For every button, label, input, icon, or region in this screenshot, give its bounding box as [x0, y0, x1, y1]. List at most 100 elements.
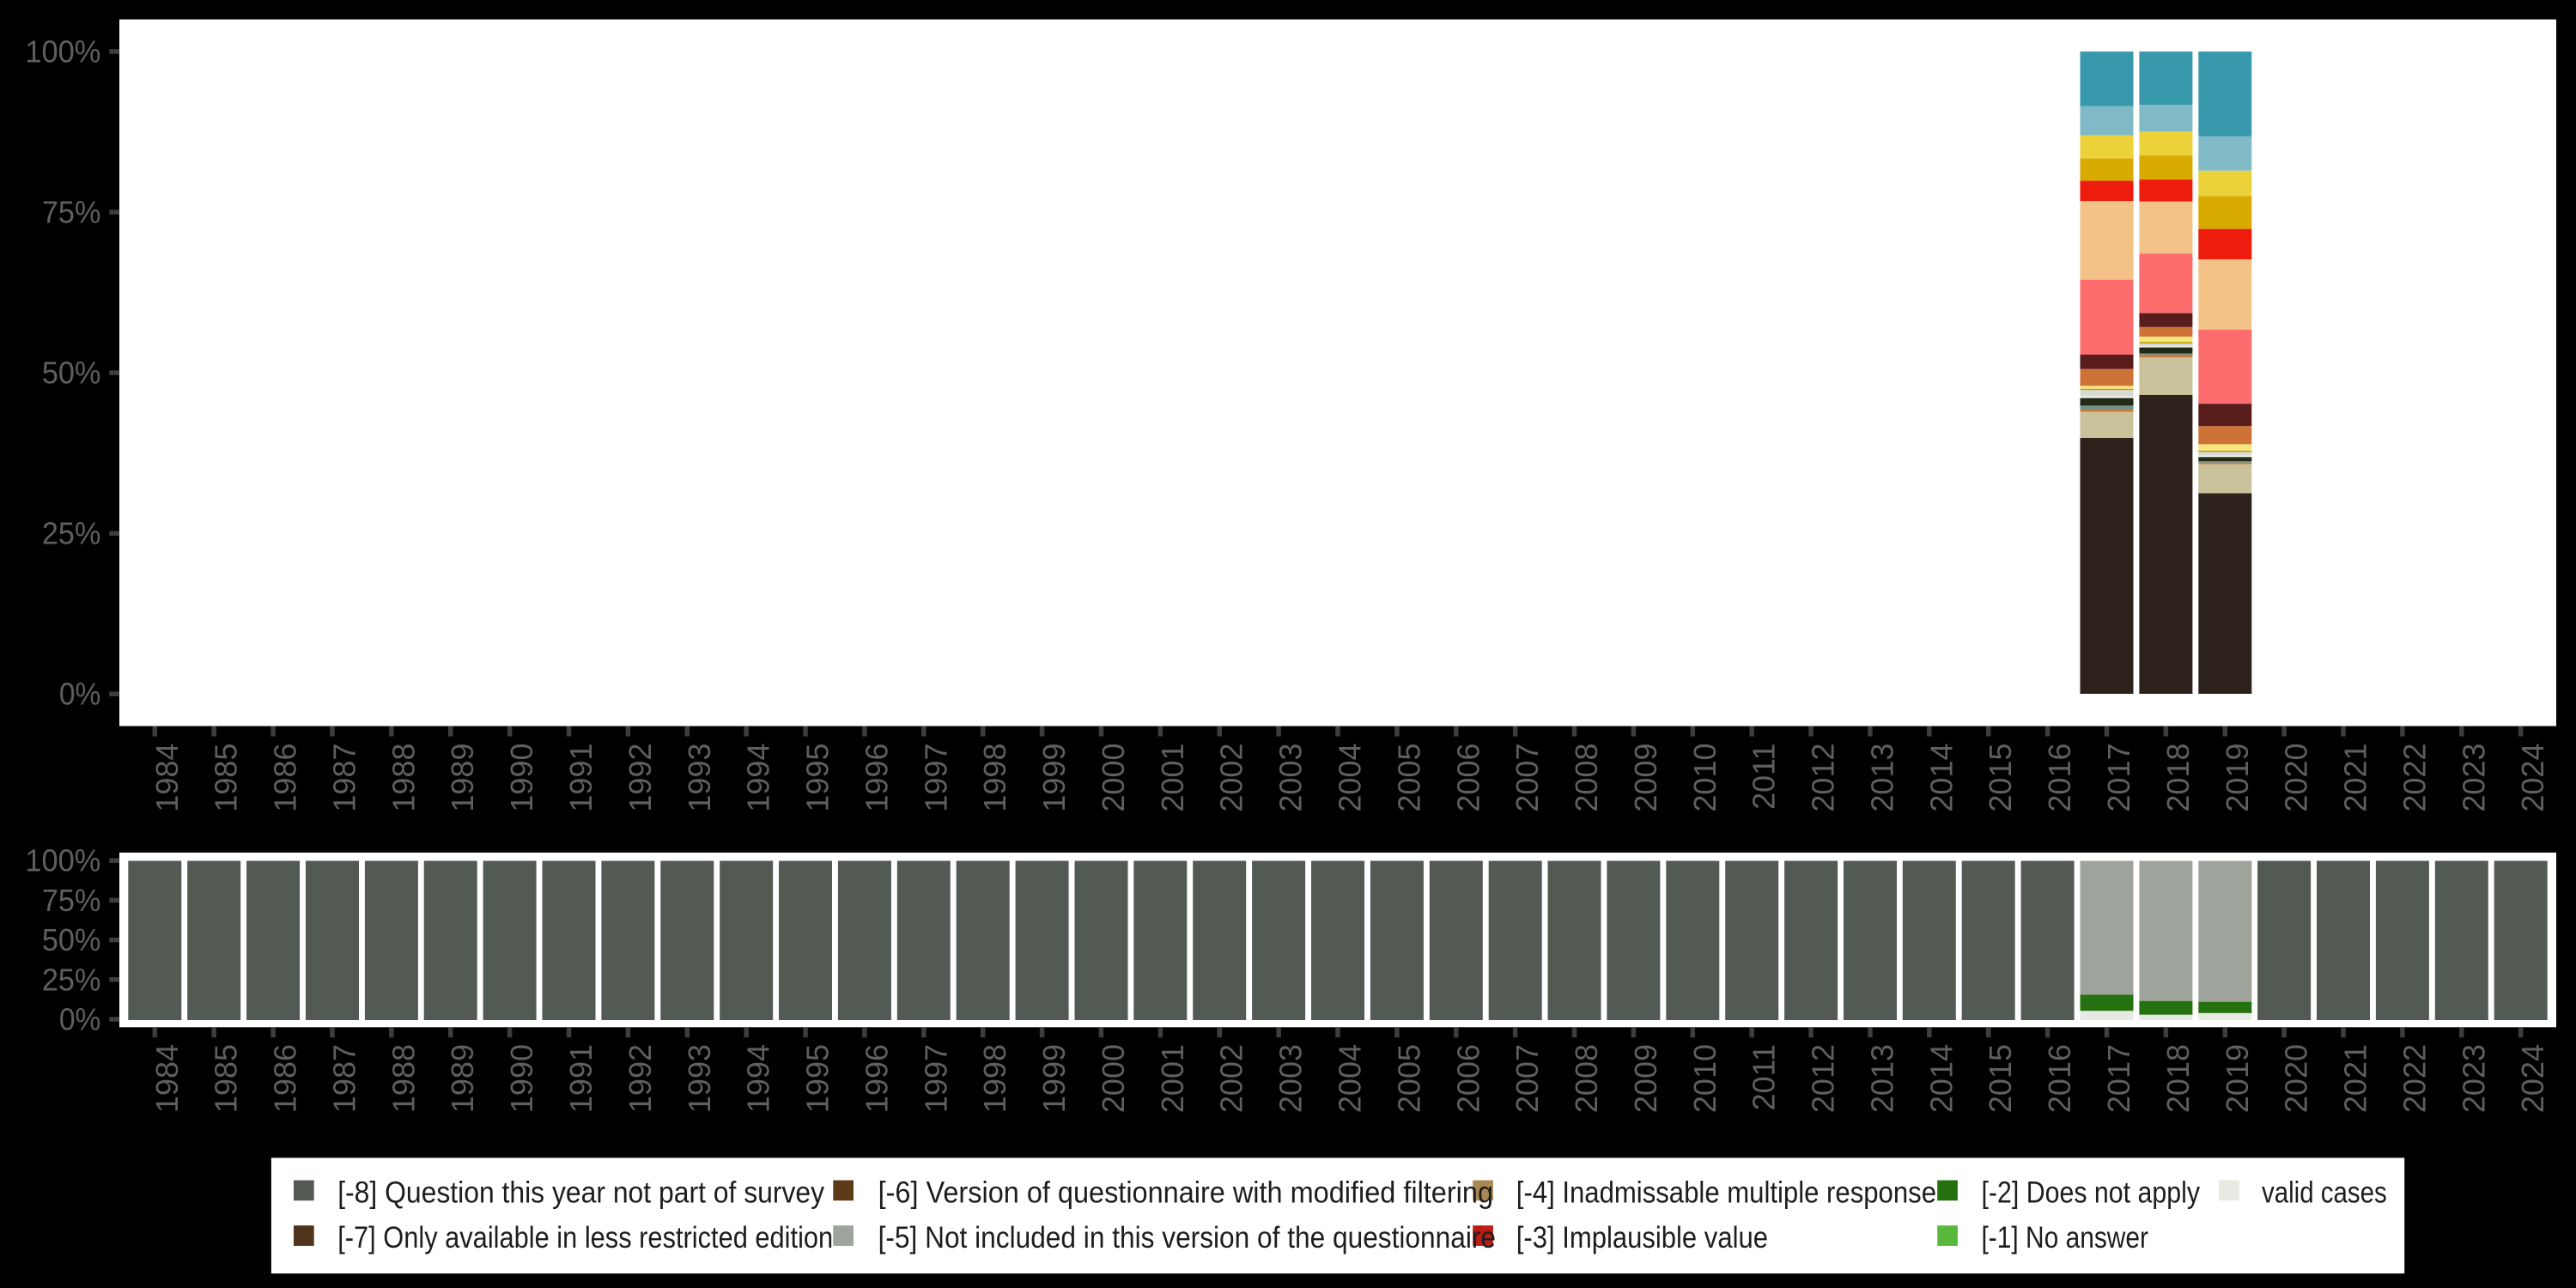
svg-text:2008: 2008: [1569, 1044, 1604, 1113]
svg-text:1984: 1984: [149, 1044, 185, 1113]
svg-text:100%: 100%: [25, 843, 100, 878]
svg-text:1998: 1998: [977, 744, 1012, 812]
svg-text:2016: 2016: [2042, 744, 2077, 812]
svg-text:2012: 2012: [1806, 744, 1841, 812]
svg-text:1988: 1988: [386, 1044, 421, 1113]
svg-text:1991: 1991: [563, 1044, 598, 1113]
svg-text:[-1] No answer: [-1] No answer: [1982, 1221, 2149, 1255]
svg-text:1986: 1986: [268, 744, 303, 812]
svg-text:100%: 100%: [25, 34, 100, 70]
svg-text:1987: 1987: [327, 1044, 362, 1113]
svg-text:1988: 1988: [386, 744, 421, 812]
svg-text:1986: 1986: [268, 1044, 303, 1113]
svg-text:2015: 2015: [1983, 744, 2018, 812]
svg-text:2006: 2006: [1450, 744, 1485, 812]
svg-text:2004: 2004: [1333, 744, 1368, 812]
svg-text:1997: 1997: [918, 744, 953, 812]
svg-text:2019: 2019: [2220, 1044, 2255, 1113]
svg-text:[-6] Version of questionnaire: [-6] Version of questionnaire with modif…: [878, 1176, 1493, 1210]
svg-text:1999: 1999: [1036, 1044, 1072, 1113]
svg-text:0%: 0%: [59, 677, 101, 712]
svg-text:75%: 75%: [42, 195, 101, 230]
svg-text:1996: 1996: [859, 1044, 894, 1113]
svg-text:valid cases: valid cases: [2262, 1176, 2387, 1210]
svg-text:2018: 2018: [2160, 744, 2196, 812]
svg-text:0%: 0%: [59, 1002, 101, 1037]
svg-text:2022: 2022: [2397, 744, 2432, 812]
svg-text:1989: 1989: [445, 744, 480, 812]
svg-text:[-3] Implausible value: [-3] Implausible value: [1516, 1221, 1768, 1255]
svg-text:2015: 2015: [1983, 1044, 2018, 1113]
svg-text:2017: 2017: [2101, 744, 2136, 812]
svg-text:2002: 2002: [1214, 744, 1249, 812]
svg-text:2003: 2003: [1273, 744, 1309, 812]
svg-text:25%: 25%: [42, 516, 101, 551]
svg-text:1985: 1985: [209, 1044, 244, 1113]
svg-text:2014: 2014: [1923, 1044, 1959, 1113]
svg-text:1984: 1984: [149, 744, 185, 812]
svg-text:2006: 2006: [1450, 1044, 1485, 1113]
svg-text:2005: 2005: [1391, 1044, 1426, 1113]
svg-text:1987: 1987: [327, 744, 362, 812]
svg-text:2013: 2013: [1865, 1044, 1900, 1113]
svg-text:25%: 25%: [42, 962, 101, 997]
svg-text:2010: 2010: [1687, 744, 1722, 812]
svg-text:1999: 1999: [1036, 744, 1072, 812]
svg-text:1997: 1997: [918, 1044, 953, 1113]
svg-text:2021: 2021: [2338, 744, 2373, 812]
svg-text:1995: 1995: [800, 744, 835, 812]
svg-text:2013: 2013: [1865, 744, 1900, 812]
svg-text:[-7] Only available in less re: [-7] Only available in less restricted e…: [337, 1221, 833, 1255]
svg-text:50%: 50%: [42, 922, 101, 957]
svg-text:1990: 1990: [504, 744, 539, 812]
svg-text:1993: 1993: [682, 744, 717, 812]
svg-text:2001: 2001: [1155, 744, 1190, 812]
svg-text:1998: 1998: [977, 1044, 1012, 1113]
svg-text:2020: 2020: [2279, 744, 2314, 812]
svg-text:1993: 1993: [682, 1044, 717, 1113]
svg-text:2023: 2023: [2456, 744, 2491, 812]
svg-text:1990: 1990: [504, 1044, 539, 1113]
svg-text:1995: 1995: [800, 1044, 835, 1113]
svg-text:1992: 1992: [623, 744, 658, 812]
svg-text:2009: 2009: [1628, 744, 1663, 812]
svg-text:2011: 2011: [1747, 744, 1782, 810]
svg-text:2007: 2007: [1510, 1044, 1545, 1113]
svg-text:2007: 2007: [1510, 744, 1545, 812]
svg-text:2018: 2018: [2160, 1044, 2196, 1113]
svg-text:2024: 2024: [2515, 1044, 2550, 1113]
svg-text:1994: 1994: [741, 1044, 776, 1113]
svg-text:2021: 2021: [2338, 1044, 2373, 1113]
svg-text:2011: 2011: [1747, 1044, 1782, 1110]
svg-text:[-8] Question this year not pa: [-8] Question this year not part of surv…: [337, 1176, 824, 1210]
svg-text:1985: 1985: [209, 744, 244, 812]
svg-text:2004: 2004: [1333, 1044, 1368, 1113]
svg-text:75%: 75%: [42, 883, 101, 918]
svg-text:2014: 2014: [1923, 744, 1959, 812]
svg-text:2009: 2009: [1628, 1044, 1663, 1113]
svg-text:1989: 1989: [445, 1044, 480, 1113]
svg-text:2000: 2000: [1096, 744, 1131, 812]
svg-text:2010: 2010: [1687, 1044, 1722, 1113]
svg-text:1994: 1994: [741, 744, 776, 812]
svg-text:2023: 2023: [2456, 1044, 2491, 1113]
svg-text:50%: 50%: [42, 355, 101, 391]
svg-text:2022: 2022: [2397, 1044, 2432, 1113]
svg-text:[-2] Does not apply: [-2] Does not apply: [1982, 1176, 2201, 1210]
svg-text:2020: 2020: [2279, 1044, 2314, 1113]
svg-text:2012: 2012: [1806, 1044, 1841, 1113]
svg-text:2017: 2017: [2101, 1044, 2136, 1113]
svg-text:1992: 1992: [623, 1044, 658, 1113]
svg-text:2000: 2000: [1096, 1044, 1131, 1113]
svg-text:2019: 2019: [2220, 744, 2255, 812]
svg-text:1996: 1996: [859, 744, 894, 812]
svg-text:2002: 2002: [1214, 1044, 1249, 1113]
svg-text:1991: 1991: [563, 744, 598, 812]
svg-text:2001: 2001: [1155, 1044, 1190, 1113]
svg-text:[-4] Inadmissable multiple res: [-4] Inadmissable multiple response: [1516, 1176, 1936, 1210]
svg-text:2003: 2003: [1273, 1044, 1309, 1113]
svg-text:2016: 2016: [2042, 1044, 2077, 1113]
svg-text:2008: 2008: [1569, 744, 1604, 812]
svg-text:2005: 2005: [1391, 744, 1426, 812]
svg-text:2024: 2024: [2515, 744, 2550, 812]
